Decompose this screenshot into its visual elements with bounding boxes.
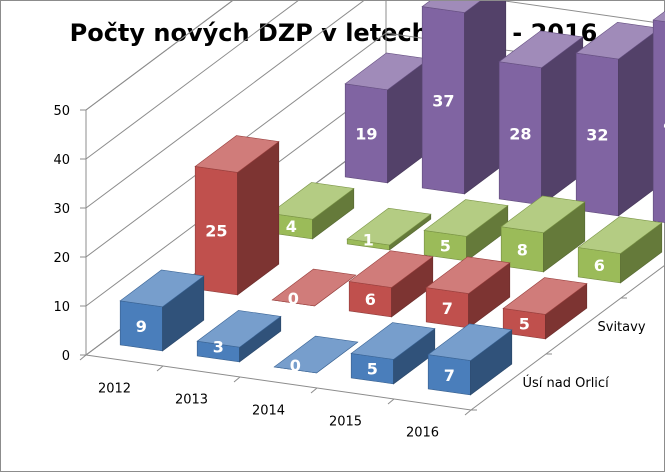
data-label: 28 (509, 124, 531, 143)
gridline (85, 1, 665, 209)
x-tick-label: 2013 (175, 393, 208, 408)
bar: 37 (421, 1, 507, 195)
bar: 4 (269, 182, 355, 240)
y-tick-label: 10 (53, 300, 70, 315)
data-label: 0 (290, 356, 301, 375)
bar: 0 (271, 268, 357, 308)
bar: 5 (502, 277, 588, 340)
y-axis-ticks: 0 10 20 30 40 50 (53, 104, 70, 364)
data-label: 4 (286, 217, 297, 236)
data-label: 5 (367, 360, 378, 379)
bar-top (421, 1, 481, 13)
bar-top (577, 216, 663, 254)
bar-top (271, 268, 357, 307)
data-label: 32 (586, 126, 608, 145)
x-axis-ticks: 2012 2013 2014 2015 2016 (79, 354, 472, 441)
bar-top (269, 182, 355, 220)
data-label: 9 (136, 317, 147, 336)
bar-top (498, 30, 584, 69)
data-label: 7 (442, 299, 453, 318)
bar-top (500, 195, 586, 234)
x-tick-mark (156, 365, 164, 372)
bar-top (427, 323, 513, 361)
data-label: 25 (205, 222, 227, 241)
bar: 7 (427, 323, 513, 396)
y-tick-label: 30 (53, 202, 70, 217)
bar: 6 (348, 250, 434, 318)
bar: 1 (346, 207, 432, 251)
x-tick-mark (387, 398, 395, 405)
data-label: 0 (288, 289, 299, 308)
data-label: 37 (432, 91, 454, 110)
data-label: 7 (444, 366, 455, 385)
bar-top (196, 310, 282, 348)
bar-top (652, 10, 665, 22)
bar-top (350, 322, 436, 360)
gridline (85, 1, 233, 111)
y-tick-label: 20 (53, 251, 70, 266)
x-tick-label: 2012 (98, 382, 131, 397)
gridline (85, 1, 299, 160)
bar: 7 (425, 256, 511, 329)
bar: 32 (575, 21, 661, 217)
data-label: 8 (517, 240, 528, 259)
bar: 3 (196, 310, 282, 363)
bar-side (464, 1, 507, 195)
bar: 8 (500, 195, 586, 273)
y-tick-label: 50 (53, 104, 70, 119)
y-tick-label: 0 (62, 349, 70, 364)
bar-top (119, 269, 205, 308)
data-label: 1 (363, 230, 374, 249)
data-label: 19 (355, 124, 377, 143)
bar-front (652, 19, 665, 223)
bar: 25 (194, 135, 280, 296)
bar: 9 (119, 269, 205, 352)
series-label: Svitavy (598, 320, 646, 335)
bar-top (273, 335, 359, 374)
data-label: 6 (594, 256, 605, 275)
bar-top (348, 250, 434, 288)
data-label: 3 (213, 338, 224, 357)
bar: 28 (498, 30, 584, 206)
data-label: 5 (519, 315, 530, 334)
x-tick-label: 2014 (252, 404, 285, 419)
series-axis-ticks: Úsí nad OrlicíSvitavyChrudimPardubice (471, 297, 646, 411)
data-label: 41 (663, 114, 665, 133)
data-label: 5 (440, 237, 451, 256)
bar-top (502, 277, 588, 315)
bar: 5 (350, 322, 436, 385)
x-tick-label: 2016 (406, 426, 439, 441)
bar-top (194, 135, 280, 173)
x-tick-label: 2015 (329, 415, 362, 430)
bar: 6 (577, 216, 663, 284)
data-label: 6 (365, 290, 376, 309)
bar-top (425, 256, 511, 294)
bars: 19372832414158625067593057 (119, 1, 665, 396)
x-tick-mark (79, 354, 87, 361)
bar: 19 (344, 52, 430, 184)
y-tick-label: 40 (53, 153, 70, 168)
x-tick-mark (310, 387, 318, 394)
bar-top (423, 199, 509, 237)
bar: 5 (423, 199, 509, 262)
bar-top (346, 207, 432, 246)
series-label: Úsí nad Orlicí (523, 375, 610, 391)
x-tick-mark (464, 409, 472, 416)
bar: 41 (652, 10, 665, 223)
x-tick-mark (233, 376, 241, 383)
bar: 0 (273, 335, 359, 375)
